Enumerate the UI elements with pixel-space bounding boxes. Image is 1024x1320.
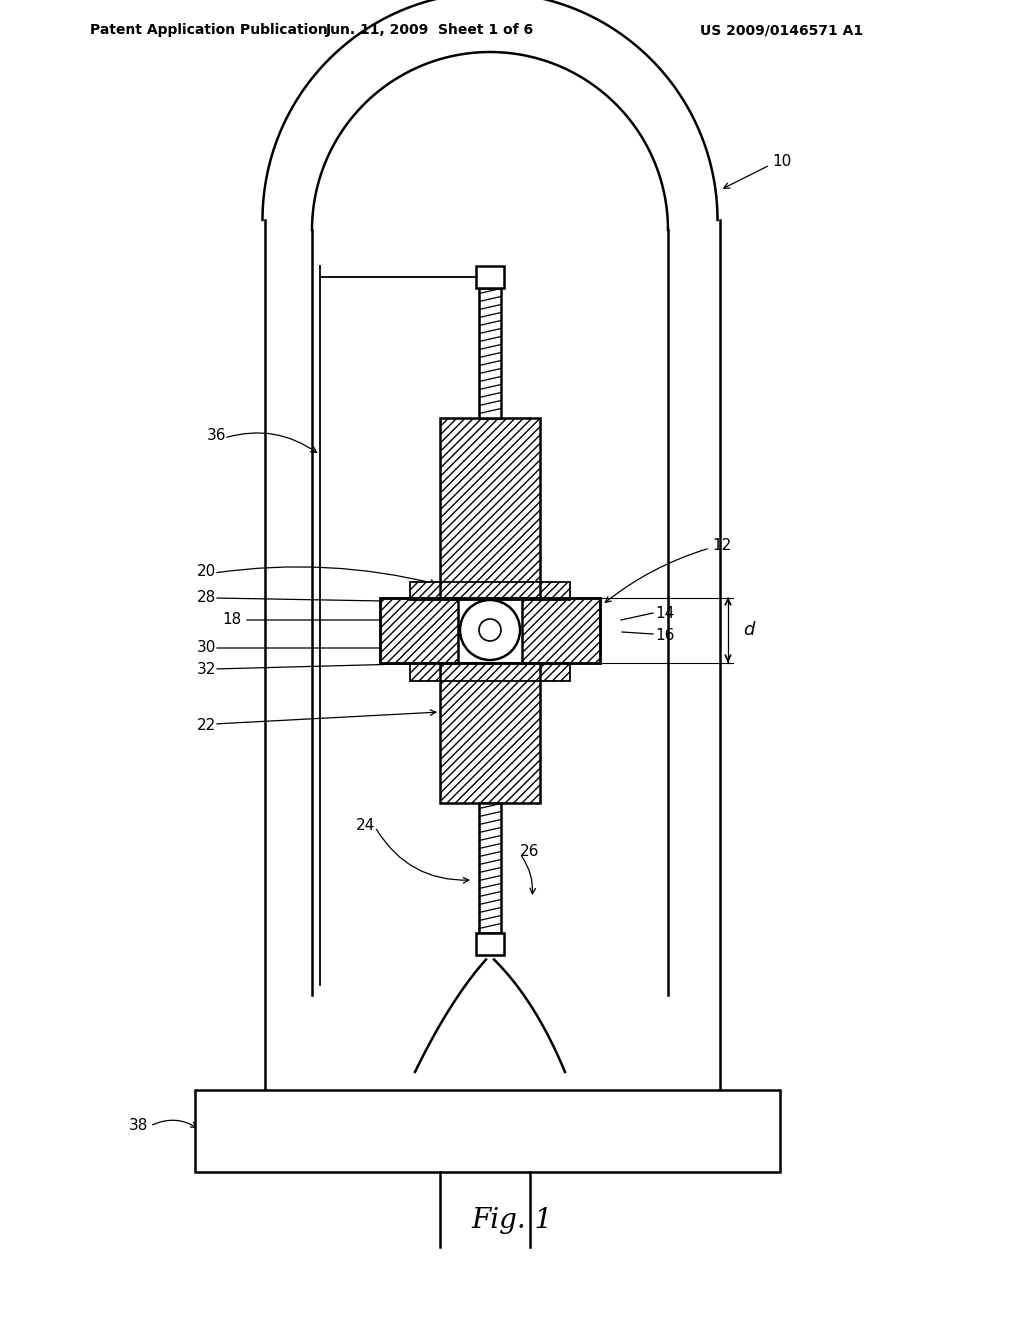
Text: Patent Application Publication: Patent Application Publication bbox=[90, 22, 328, 37]
Text: Fig. 1: Fig. 1 bbox=[471, 1206, 553, 1233]
Bar bbox=[479, 288, 501, 417]
Bar bbox=[522, 598, 600, 663]
Text: 24: 24 bbox=[355, 817, 375, 833]
Bar bbox=[440, 417, 540, 598]
Text: d: d bbox=[743, 620, 755, 639]
Text: 36: 36 bbox=[207, 428, 226, 442]
Text: 30: 30 bbox=[197, 640, 216, 656]
Text: 18: 18 bbox=[223, 612, 242, 627]
Bar bbox=[476, 932, 504, 954]
Bar bbox=[410, 582, 570, 599]
Bar bbox=[195, 1090, 780, 1172]
Bar bbox=[440, 417, 540, 598]
Text: 28: 28 bbox=[197, 590, 216, 606]
Text: 32: 32 bbox=[197, 663, 216, 677]
Bar bbox=[410, 663, 570, 681]
Bar bbox=[522, 598, 600, 663]
Circle shape bbox=[479, 619, 501, 642]
Text: US 2009/0146571 A1: US 2009/0146571 A1 bbox=[700, 22, 863, 37]
Text: 14: 14 bbox=[655, 606, 674, 620]
Text: Jun. 11, 2009  Sheet 1 of 6: Jun. 11, 2009 Sheet 1 of 6 bbox=[326, 22, 535, 37]
Text: 22: 22 bbox=[197, 718, 216, 733]
Bar bbox=[440, 663, 540, 803]
Bar bbox=[380, 598, 458, 663]
Text: 26: 26 bbox=[520, 845, 540, 859]
Bar bbox=[380, 598, 458, 663]
Bar bbox=[410, 582, 570, 599]
Bar bbox=[440, 663, 540, 803]
Bar bbox=[479, 803, 501, 932]
Text: 38: 38 bbox=[129, 1118, 148, 1134]
Bar bbox=[380, 598, 600, 663]
Text: 20: 20 bbox=[197, 565, 216, 579]
Bar bbox=[476, 265, 504, 288]
Circle shape bbox=[460, 601, 520, 660]
Text: 16: 16 bbox=[655, 628, 675, 644]
Text: 12: 12 bbox=[712, 537, 731, 553]
Text: 10: 10 bbox=[772, 154, 792, 169]
Bar bbox=[410, 663, 570, 681]
